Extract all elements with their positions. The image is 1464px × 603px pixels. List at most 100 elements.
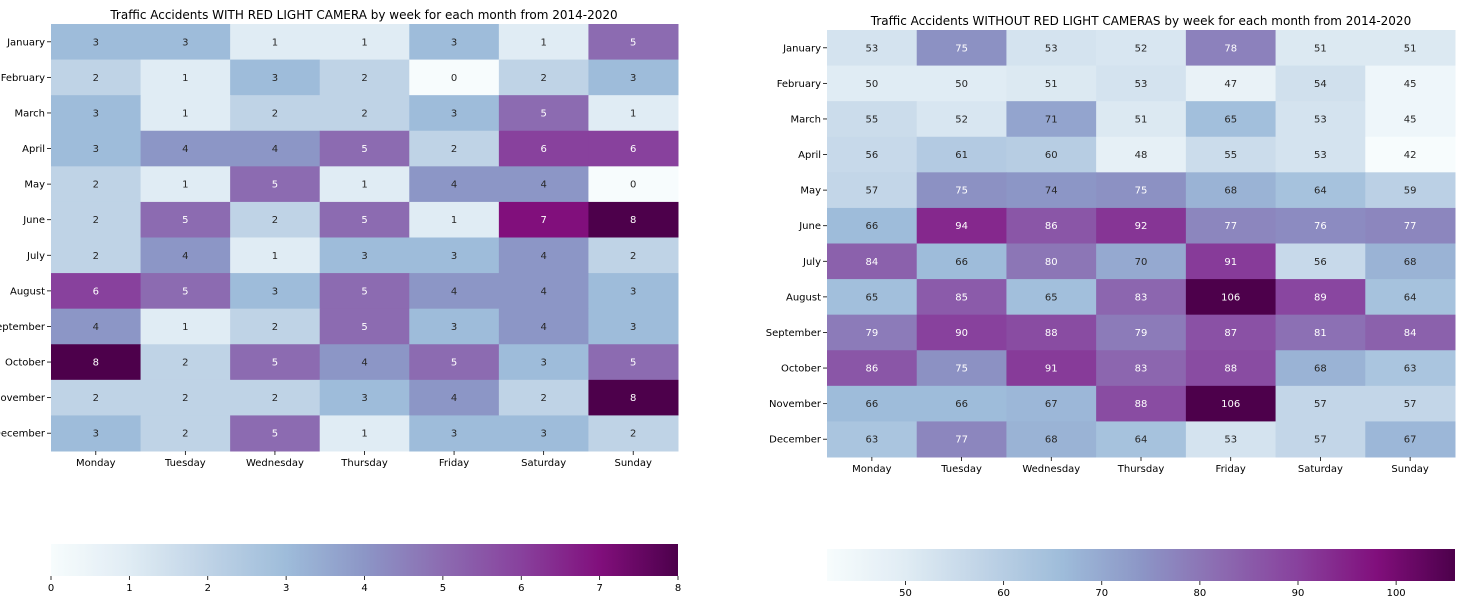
heatmap-cell xyxy=(827,172,918,209)
heatmap-cell xyxy=(1365,101,1456,138)
heatmap-cell xyxy=(409,95,500,132)
cell-value-label: 91 xyxy=(1224,257,1237,268)
heatmap-cell xyxy=(588,95,679,132)
cell-value-label: 42 xyxy=(1404,150,1417,161)
cell-value-label: 84 xyxy=(1404,328,1417,339)
heatmap-cell xyxy=(230,201,321,238)
column-label: Saturday xyxy=(521,458,566,469)
column-label: Wednesday xyxy=(1022,464,1080,475)
cell-value-label: 2 xyxy=(451,144,457,155)
heatmap-cell xyxy=(1096,101,1187,138)
heatmap-cell xyxy=(498,237,589,274)
cell-value-label: 53 xyxy=(1135,79,1148,90)
cell-value-label: 3 xyxy=(451,251,457,262)
heatmap-cell xyxy=(319,237,410,274)
cell-value-label: 77 xyxy=(1224,221,1237,232)
cell-value-label: 3 xyxy=(451,429,457,440)
cell-value-label: 1 xyxy=(361,429,367,440)
cell-value-label: 53 xyxy=(1314,114,1327,125)
cell-value-label: 7 xyxy=(540,215,546,226)
row-labels: January February March April May June July Augu… xyxy=(0,37,51,440)
heatmap-cell xyxy=(319,24,410,61)
heatmap-cell xyxy=(409,273,500,310)
cell-value-label: 2 xyxy=(93,180,99,191)
heatmap-cell xyxy=(498,59,589,96)
cell-value-label: 106 xyxy=(1221,399,1240,410)
heatmap-cell xyxy=(916,65,1007,102)
heatmap-cell xyxy=(140,344,231,381)
heatmap-cell xyxy=(827,421,918,458)
heatmap-cell xyxy=(1275,136,1366,173)
cell-value-label: 63 xyxy=(1404,364,1417,375)
colorbar-gradient xyxy=(51,544,678,576)
heatmap-cell xyxy=(1096,350,1187,387)
cell-value-label: 3 xyxy=(93,429,99,440)
cell-value-label: 5 xyxy=(182,286,188,297)
heatmap-cell xyxy=(1275,314,1366,351)
cell-value-label: 66 xyxy=(865,221,878,232)
heatmap-cell xyxy=(409,201,500,238)
cell-value-label: 3 xyxy=(451,322,457,333)
heatmap-cell xyxy=(409,59,500,96)
cell-value-label: 2 xyxy=(272,393,278,404)
heatmap-without-red-light-cameras: Traffic Accidents WITHOUT RED LIGHT CAME… xyxy=(766,14,1456,599)
cell-value-label: 61 xyxy=(955,150,968,161)
cell-value-label: 57 xyxy=(1404,399,1417,410)
column-labels: Monday Tuesday Wednesday Thursday Friday Satu… xyxy=(76,451,652,469)
cell-value-label: 5 xyxy=(630,37,636,48)
row-label: October xyxy=(5,358,46,369)
heatmap-cell xyxy=(498,130,589,167)
cell-value-label: 3 xyxy=(630,286,636,297)
heatmap-cell xyxy=(1365,172,1456,209)
heatmap-cell xyxy=(1006,207,1097,244)
heatmap-cell xyxy=(51,308,142,345)
heatmap-cell xyxy=(1185,136,1277,173)
cell-value-label: 1 xyxy=(272,251,278,262)
heatmap-cell xyxy=(1096,30,1187,67)
cell-value-label: 52 xyxy=(955,114,968,125)
heatmap-cell xyxy=(230,24,321,61)
cell-value-label: 75 xyxy=(955,364,968,375)
cell-value-label: 54 xyxy=(1314,79,1327,90)
cell-value-label: 75 xyxy=(955,43,968,54)
colorbar-tick-label: 50 xyxy=(899,588,912,599)
cell-value-label: 48 xyxy=(1135,150,1148,161)
cell-value-label: 3 xyxy=(630,73,636,84)
heatmap-cell xyxy=(409,24,500,61)
heatmap-cell xyxy=(1275,421,1366,458)
heatmap-cell xyxy=(319,166,410,203)
colorbar-tick-label: 4 xyxy=(361,583,367,594)
heatmap-cell xyxy=(230,59,321,96)
cell-value-label: 88 xyxy=(1224,364,1237,375)
cell-value-label: 4 xyxy=(451,286,457,297)
cell-value-label: 2 xyxy=(182,429,188,440)
cell-value-label: 67 xyxy=(1045,399,1058,410)
cell-value-label: 2 xyxy=(93,251,99,262)
cell-value-label: 78 xyxy=(1224,43,1237,54)
heatmap-cell xyxy=(1096,279,1187,316)
heatmap-cell xyxy=(498,415,589,452)
cell-value-label: 53 xyxy=(865,43,878,54)
colorbar: 0 1 2 3 4 5 6 7 8 xyxy=(48,544,681,594)
heatmap-cells: 53 75 53 52 78 51 51 50 50 51 53 47 54 45 55 52 71 51 65 53… xyxy=(827,30,1456,458)
heatmap-cell xyxy=(588,415,679,452)
heatmap-cell xyxy=(140,201,231,238)
cell-value-label: 77 xyxy=(955,435,968,446)
cell-value-label: 83 xyxy=(1135,292,1148,303)
row-label: July xyxy=(26,251,45,262)
cell-value-label: 1 xyxy=(272,37,278,48)
heatmap-cell xyxy=(1185,279,1277,316)
row-label: February xyxy=(777,79,821,90)
heatmap-cell xyxy=(1365,243,1456,280)
row-label: December xyxy=(0,429,46,440)
heatmap-cell xyxy=(230,344,321,381)
heatmap-cell xyxy=(916,279,1007,316)
heatmap-cell xyxy=(827,101,918,138)
cell-value-label: 1 xyxy=(182,73,188,84)
column-label: Sunday xyxy=(1391,464,1428,475)
cell-value-label: 3 xyxy=(93,37,99,48)
heatmap-cell xyxy=(230,166,321,203)
heatmap-cell xyxy=(51,379,142,416)
cell-value-label: 2 xyxy=(182,358,188,369)
cell-value-label: 56 xyxy=(865,150,878,161)
